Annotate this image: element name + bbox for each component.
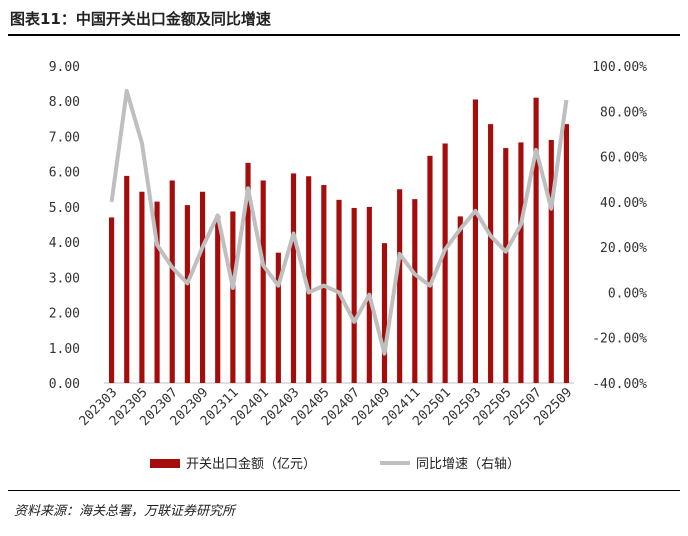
legend-bar-label: 开关出口金额（亿元） <box>186 456 316 472</box>
bar-202410 <box>397 189 403 383</box>
right-tick-label: 40.00% <box>600 196 647 211</box>
left-axis-ticks: 0.00 1.00 2.00 3.00 4.00 5.00 6.00 7.00 8.00 9.00 <box>49 60 80 392</box>
left-tick-label: 2.00 <box>49 307 80 322</box>
bar-202503 <box>472 99 479 383</box>
right-axis-ticks: -40.00% -20.00% 0.00% 20.00% 40.00% 60.00% 80.… <box>592 60 647 392</box>
bar-202305 <box>139 191 145 383</box>
bar-202508 <box>548 139 554 383</box>
bar-202509 <box>563 124 569 383</box>
legend-bar-swatch <box>150 459 180 468</box>
legend-line-label: 同比增速（右轴） <box>416 457 520 472</box>
source-note: 资料来源：海关总署，万联证券研究所 <box>14 504 236 519</box>
left-tick-label: 6.00 <box>49 166 80 181</box>
bar-202411 <box>412 199 418 383</box>
legend: 开关出口金额（亿元） 同比增速（右轴） <box>150 456 520 472</box>
left-tick-label: 1.00 <box>49 342 80 357</box>
bar-202501 <box>442 143 448 383</box>
left-tick-label: 7.00 <box>49 130 80 145</box>
left-tick-label: 8.00 <box>49 95 80 110</box>
bar-202403 <box>290 173 297 383</box>
bar-202310 <box>215 215 221 383</box>
right-tick-label: 0.00% <box>608 286 647 301</box>
right-tick-label: -20.00% <box>592 332 647 347</box>
bar-202307 <box>169 180 175 383</box>
right-tick-label: -40.00% <box>592 377 647 392</box>
footer-rule <box>8 490 680 491</box>
bar-202402 <box>275 252 281 383</box>
bar-202505 <box>503 148 509 383</box>
bar-202507 <box>533 97 539 383</box>
left-tick-label: 5.00 <box>49 201 80 216</box>
yoy-line-series <box>109 88 569 356</box>
left-tick-label: 0.00 <box>49 377 80 392</box>
bar-202506 <box>518 142 524 383</box>
bar-202401 <box>260 180 266 383</box>
bar-202409 <box>381 243 388 383</box>
right-tick-label: 60.00% <box>600 151 647 166</box>
right-tick-label: 80.00% <box>600 105 647 120</box>
combo-chart: 0.00 1.00 2.00 3.00 4.00 5.00 6.00 7.00 8.00 9.00… <box>49 60 647 472</box>
left-tick-label: 9.00 <box>49 60 80 75</box>
bar-202311 <box>230 211 236 383</box>
bar-202404 <box>306 176 312 383</box>
figure-title: 图表11：中国开关出口金额及同比增速 <box>10 10 271 28</box>
bar-202502 <box>457 216 463 383</box>
left-tick-label: 4.00 <box>49 236 80 251</box>
left-tick-label: 3.00 <box>49 271 80 286</box>
bar-202306 <box>154 201 160 383</box>
bar-202308 <box>184 205 190 383</box>
bar-202309 <box>199 191 206 383</box>
bar-202303 <box>109 217 115 383</box>
bar-202312 <box>245 162 251 383</box>
bar-series <box>109 97 569 383</box>
x-axis-ticks: 2023032023052023072023092023112024012024… <box>77 385 576 429</box>
bar-202407 <box>351 207 357 383</box>
right-tick-label: 20.00% <box>600 241 647 256</box>
bar-202412 <box>427 155 433 383</box>
right-tick-label: 100.00% <box>592 60 647 75</box>
bar-202304 <box>124 175 130 383</box>
title-rule <box>8 34 680 36</box>
bar-202504 <box>488 124 494 383</box>
